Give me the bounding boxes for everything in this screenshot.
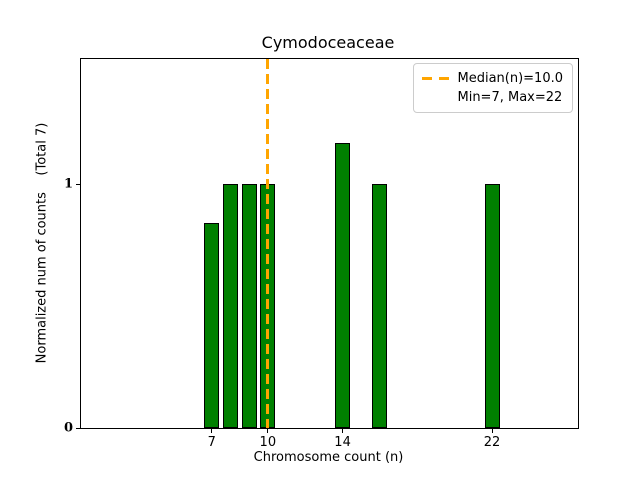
plot-area: Median(n)=10.0 Min=7, Max=22 7 10 14 22 0 1 xyxy=(64,58,579,450)
legend-box: Median(n)=10.0 Min=7, Max=22 xyxy=(413,63,573,113)
y-axis-label: Normalized num of counts (Total 7) xyxy=(34,122,50,363)
histogram-bar xyxy=(241,184,257,428)
x-tick-label: 14 xyxy=(334,435,351,450)
chart-title: Cymodoceaceae xyxy=(261,33,395,52)
histogram-bar xyxy=(372,184,388,428)
x-tick-label: 10 xyxy=(259,435,277,450)
legend-blank-marker xyxy=(422,96,449,99)
x-tick-label: 22 xyxy=(483,435,501,450)
x-tick-mark xyxy=(267,429,269,433)
median-line xyxy=(266,59,270,428)
y-tick-label: 0 xyxy=(63,420,73,436)
x-tick-mark xyxy=(491,429,493,433)
y-tick-label: 1 xyxy=(63,176,73,192)
legend-label-median: Median(n)=10.0 xyxy=(457,71,563,86)
x-axis-label: Chromosome count (n) xyxy=(253,450,404,465)
x-tick-mark xyxy=(211,429,213,433)
histogram-bar xyxy=(484,184,500,428)
y-tick-mark xyxy=(76,183,80,185)
y-tick-mark xyxy=(76,427,80,429)
histogram-bar xyxy=(223,184,238,428)
histogram-bar xyxy=(335,143,351,428)
legend-entry-median: Median(n)=10.0 xyxy=(422,69,563,88)
x-tick-label: 7 xyxy=(207,435,216,450)
legend-label-minmax: Min=7, Max=22 xyxy=(457,90,563,105)
histogram-bar xyxy=(204,223,220,428)
legend-entry-minmax: Min=7, Max=22 xyxy=(422,88,563,107)
median-dashed-line-icon xyxy=(422,77,450,80)
x-tick-mark xyxy=(342,429,344,433)
